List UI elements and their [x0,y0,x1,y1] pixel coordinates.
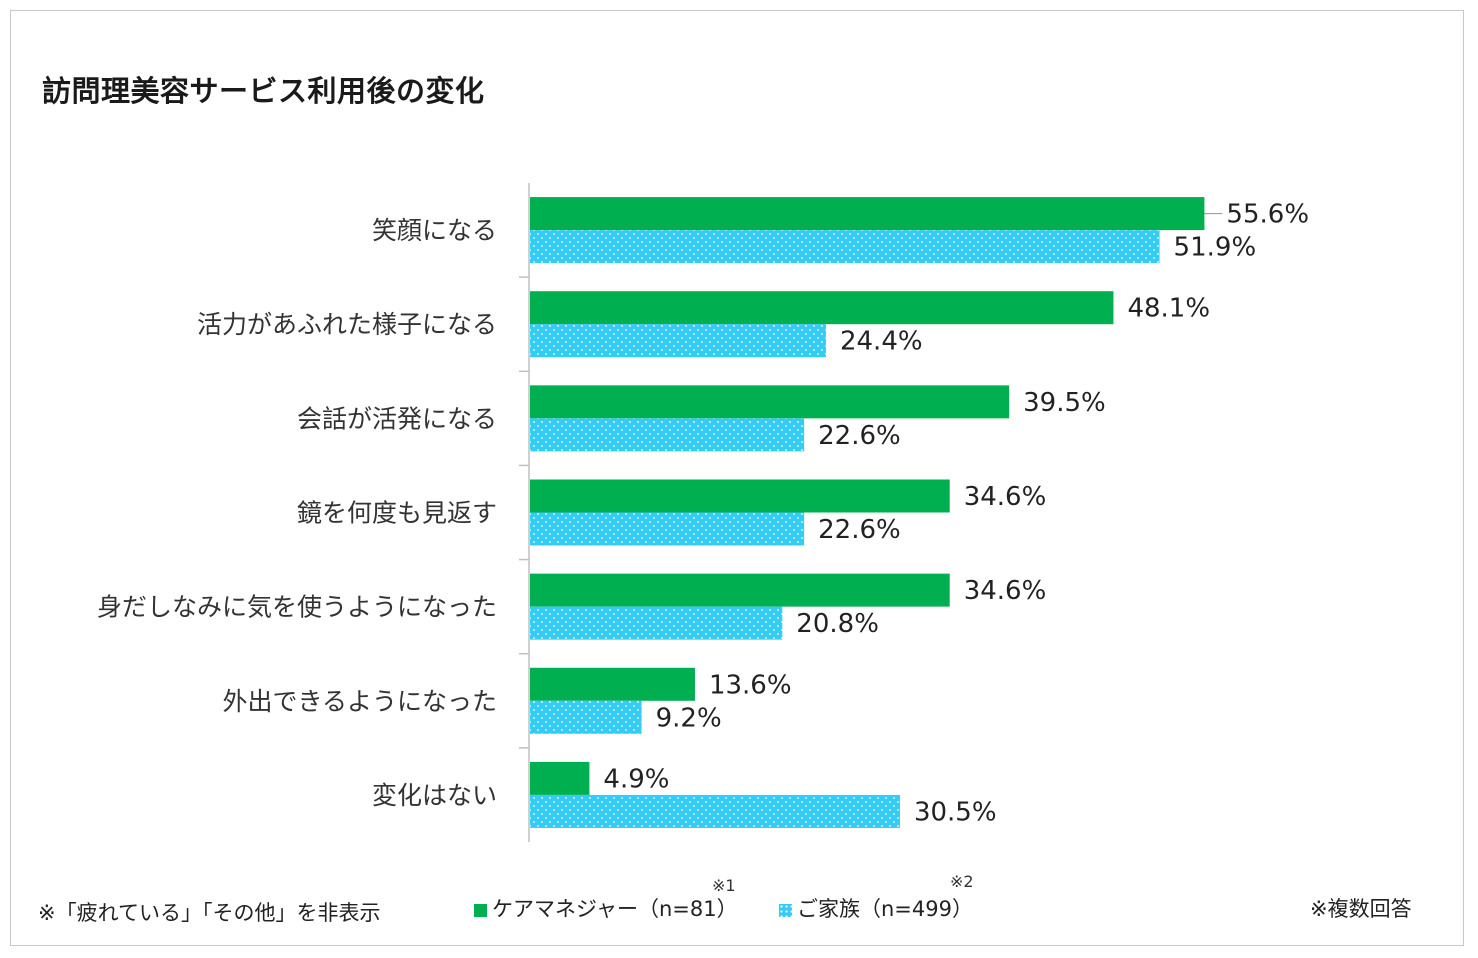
category-label: 会話が活発になる [297,404,497,433]
bar-family [530,230,1160,264]
legend-item-family[interactable]: ご家族（n=499） [779,893,973,923]
data-label-care-manager: 13.6% [709,670,792,700]
data-label-care-manager: 34.6% [964,482,1047,512]
bar-family [530,794,900,828]
data-label-care-manager: 4.9% [603,764,669,794]
data-label-family: 30.5% [914,797,997,827]
category-label: 外出できるようになった [222,687,497,716]
legend-item-care-manager[interactable]: ケアマネジャー（n=81） [474,893,738,923]
category-label: 鏡を何度も見返す [297,499,497,528]
category-label: 変化はない [372,781,497,810]
footnote-multiple-answers: ※複数回答 [1310,897,1412,921]
data-label-family: 24.4% [840,327,923,357]
footnote-hidden-items: ※「疲れている」「その他」を非表示 [38,901,381,925]
data-label-care-manager: 55.6% [1226,200,1309,230]
legend-swatch-care-manager [474,903,487,917]
chart-frame [10,10,1464,946]
bar-care-manager [530,291,1114,325]
bar-family [530,512,805,546]
bar-care-manager [530,667,695,701]
data-label-care-manager: 48.1% [1127,294,1210,324]
legend-label-family: ご家族（n=499） [797,897,973,921]
legend-note-care-manager: ※1 [712,876,736,895]
bar-care-manager [530,197,1205,231]
data-label-family: 20.8% [796,609,879,639]
bar-care-manager [530,573,950,607]
bar-family [530,606,783,640]
chart-title: 訪問理美容サービス利用後の変化 [42,74,485,108]
legend-label-care-manager: ケアマネジャー（n=81） [492,897,738,921]
data-label-family: 22.6% [818,515,901,545]
data-label-family: 51.9% [1174,233,1257,263]
bar-care-manager [530,385,1010,419]
category-label: 笑顔になる [372,216,497,245]
bar-care-manager [530,761,590,795]
legend-note-family: ※2 [950,872,974,891]
data-label-family: 22.6% [818,421,901,451]
data-label-care-manager: 34.6% [964,576,1047,606]
category-label: 身だしなみに気を使うようになった [97,593,497,622]
category-label: 活力があふれた様子になる [197,310,497,339]
bar-family [530,418,805,452]
bar-family [530,700,642,734]
data-label-care-manager: 39.5% [1023,388,1106,418]
legend-swatch-family [779,903,792,917]
bar-care-manager [530,479,950,513]
data-label-family: 9.2% [656,703,722,733]
bar-family [530,324,826,358]
